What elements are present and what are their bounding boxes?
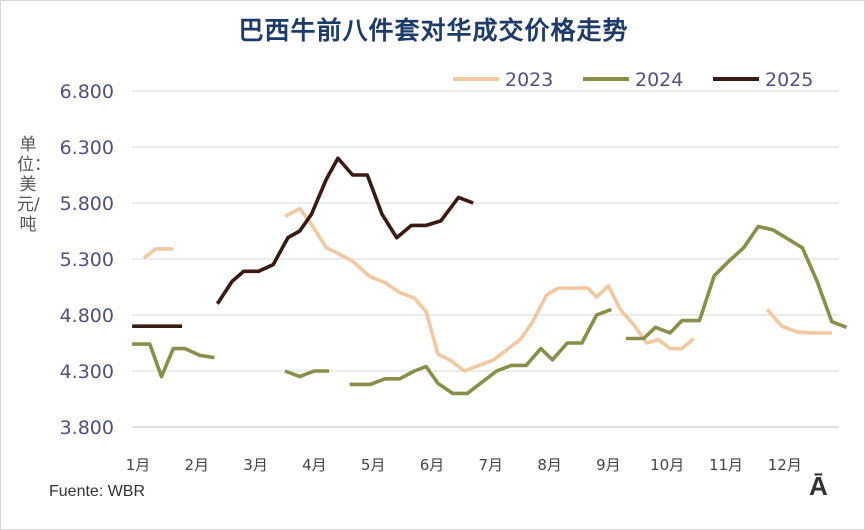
source-note: Fuente: WBR bbox=[49, 483, 146, 500]
y-tick-label: 5.800 bbox=[60, 193, 114, 215]
corner-mark: Ā bbox=[809, 471, 828, 501]
legend: 2023 2024 2025 bbox=[453, 69, 813, 91]
legend-label-2025: 2025 bbox=[765, 69, 813, 91]
series-line-2024 bbox=[284, 369, 330, 379]
x-axis-ticks: 1月 2月 3月 4月 5月 6月 7月 8月 9月 10月 11月 12月 bbox=[126, 456, 802, 474]
x-tick-label: 4月 bbox=[302, 456, 327, 474]
x-tick-label: 10月 bbox=[650, 456, 684, 474]
series-line-2023 bbox=[284, 206, 695, 373]
y-tick-label: 5.300 bbox=[60, 249, 114, 271]
x-tick-label: 11月 bbox=[709, 456, 743, 474]
series-2025 bbox=[132, 156, 474, 329]
legend-label-2024: 2024 bbox=[635, 69, 683, 91]
y-tick-label: 4.300 bbox=[60, 361, 114, 383]
y-tick-label: 6.800 bbox=[60, 81, 114, 103]
x-tick-label: 8月 bbox=[537, 456, 562, 474]
series-2023 bbox=[142, 206, 832, 373]
series-line-2024 bbox=[132, 342, 215, 379]
x-tick-label: 7月 bbox=[479, 456, 504, 474]
series-line-2025 bbox=[215, 156, 474, 305]
y-tick-label: 3.800 bbox=[60, 417, 114, 439]
x-tick-label: 6月 bbox=[420, 456, 445, 474]
x-tick-label: 9月 bbox=[596, 456, 621, 474]
x-tick-label: 5月 bbox=[361, 456, 386, 474]
x-tick-label: 1月 bbox=[126, 456, 151, 474]
x-tick-label: 12月 bbox=[768, 456, 802, 474]
x-tick-label: 3月 bbox=[243, 456, 268, 474]
series-2024 bbox=[132, 224, 848, 396]
y-axis-label: 单位：美元/吨 bbox=[17, 135, 51, 235]
series-line-2024 bbox=[626, 224, 848, 341]
chart-title: 巴西牛前八件套对华成交价格走势 bbox=[238, 16, 629, 45]
y-tick-label: 6.300 bbox=[60, 137, 114, 159]
series-line-2023 bbox=[765, 308, 832, 335]
series-line-2024 bbox=[349, 307, 612, 396]
legend-label-2023: 2023 bbox=[505, 69, 553, 91]
y-axis-ticks: 3.800 4.300 4.800 5.300 5.800 6.300 6.800 bbox=[60, 81, 114, 439]
x-tick-label: 2月 bbox=[185, 456, 210, 474]
series-line-2023 bbox=[142, 247, 174, 260]
series-lines bbox=[132, 156, 848, 396]
grid-lines bbox=[132, 90, 839, 372]
y-tick-label: 4.800 bbox=[60, 305, 114, 327]
